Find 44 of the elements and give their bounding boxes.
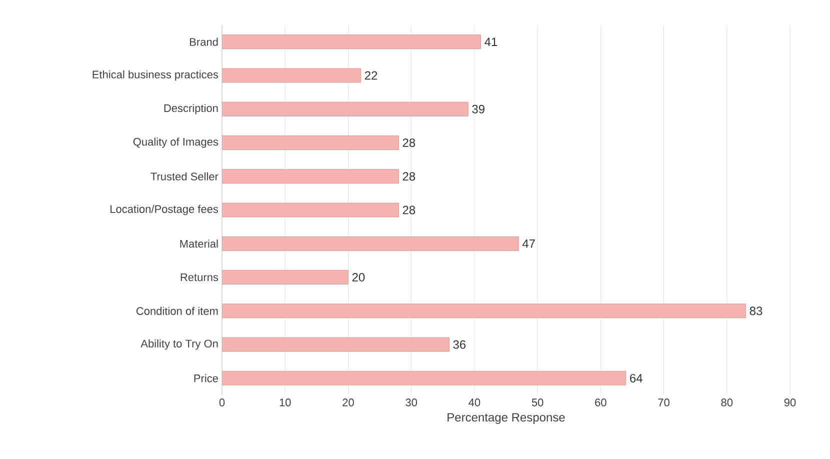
data-label: 36: [453, 340, 466, 349]
y-tick-label: Price: [194, 374, 218, 382]
y-tick-label: Ability to Try On: [140, 339, 218, 350]
x-tick-label: 0: [219, 398, 225, 406]
x-tick-label: 50: [532, 398, 544, 406]
x-tick-label: 40: [468, 398, 480, 406]
x-tick-label: 20: [342, 398, 354, 406]
bar: [222, 304, 746, 318]
y-tick-label: Condition of item: [136, 306, 218, 315]
y-tick-label: Brand: [190, 38, 218, 46]
y-tick-label: Quality of Images: [133, 138, 218, 148]
bar: [222, 136, 399, 150]
y-tick-label: Description: [164, 104, 218, 114]
bar: [222, 270, 348, 284]
bar: [222, 202, 399, 218]
y-tick-label: Location/Postage fees: [110, 204, 218, 216]
y-tick-label: Returns: [180, 273, 218, 282]
bar: [222, 370, 626, 386]
bar: [222, 34, 481, 50]
data-label: 28: [402, 172, 416, 181]
data-label: 64: [630, 374, 642, 382]
x-tick-label: 30: [406, 398, 418, 406]
bar: [222, 337, 450, 352]
bar: [222, 102, 468, 116]
x-tick-label: 10: [280, 398, 291, 406]
x-tick-label: 70: [658, 398, 670, 406]
x-tick-label: 80: [721, 398, 733, 406]
x-tick-label: 60: [595, 398, 606, 406]
data-label: 39: [472, 104, 484, 114]
data-label: 20: [352, 273, 365, 282]
y-tick-label: Material: [180, 240, 218, 248]
data-label: 83: [750, 306, 762, 316]
bar: [222, 169, 399, 184]
y-tick-label: Trusted Seller: [150, 172, 218, 180]
data-label: 22: [364, 71, 378, 80]
x-axis-title: Percentage Response: [448, 413, 565, 424]
bar: [222, 68, 362, 83]
data-label: 28: [402, 206, 416, 214]
data-label: 28: [402, 138, 416, 147]
x-tick-label: 90: [784, 398, 796, 406]
data-label: 47: [522, 240, 535, 248]
data-label: 41: [484, 38, 498, 46]
y-tick-label: Ethical business practices: [92, 70, 218, 81]
bar: [222, 236, 519, 251]
